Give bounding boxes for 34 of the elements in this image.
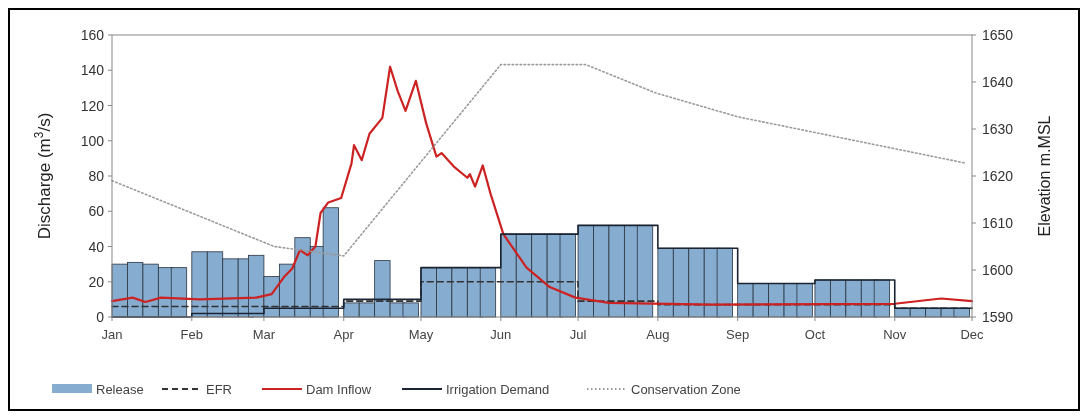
y-tick-label: 120 — [80, 97, 105, 114]
y-tick-label: 140 — [80, 62, 105, 79]
x-tick-label: Feb — [180, 327, 204, 342]
y-tick-label: 20 — [88, 273, 105, 290]
x-tick-label: Nov — [883, 327, 907, 342]
y2-axis-title: Elevation m.MSL — [1036, 115, 1053, 237]
y2-tick-label: 1630 — [982, 121, 1014, 137]
x-tick-label: Jun — [490, 327, 512, 342]
y2-tick-label: 1600 — [982, 262, 1014, 278]
y-tick-label: 160 — [80, 27, 105, 43]
x-tick-label: Jan — [101, 327, 123, 342]
legend-label: EFR — [206, 382, 232, 397]
y2-tick-label: 1640 — [982, 74, 1014, 90]
legend-label: Conservation Zone — [631, 382, 741, 397]
x-tick-label: Mar — [252, 327, 276, 342]
x-tick-label: Dec — [960, 327, 985, 342]
y2-tick-label: 1650 — [982, 27, 1014, 43]
y-tick-label: 100 — [80, 132, 105, 149]
y-tick-label: 40 — [88, 238, 105, 255]
x-tick-label: Aug — [646, 327, 670, 342]
x-tick-label: Jul — [569, 327, 587, 342]
legend-label: Release — [96, 382, 144, 397]
x-tick-label: May — [408, 327, 434, 342]
y-tick-label: 0 — [96, 309, 105, 325]
y2-tick-label: 1590 — [982, 309, 1014, 325]
y-tick-label: 60 — [88, 203, 105, 220]
legend-label: Dam Inflow — [306, 382, 372, 397]
legend-label: Irrigation Demand — [446, 382, 550, 397]
y2-tick-label: 1610 — [982, 215, 1014, 231]
x-tick-label: Sep — [726, 327, 750, 342]
y-tick-label: 80 — [88, 168, 105, 184]
x-tick-label: Oct — [804, 327, 826, 342]
x-tick-label: Apr — [333, 327, 355, 342]
y2-tick-label: 1620 — [982, 168, 1014, 184]
